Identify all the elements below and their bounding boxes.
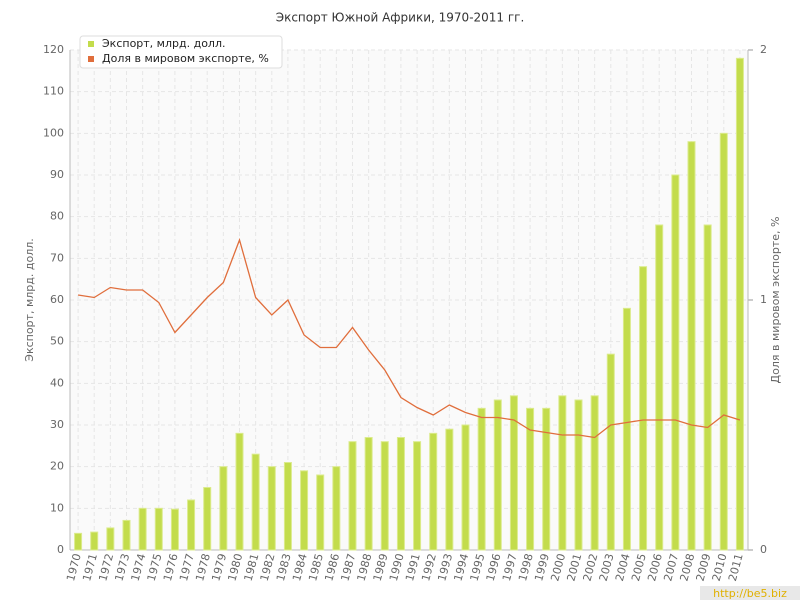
y2-tick-label: 1 bbox=[760, 293, 767, 306]
bar bbox=[606, 353, 615, 551]
line bbox=[77, 237, 741, 439]
y-tick-label: 0 bbox=[57, 543, 64, 556]
bar bbox=[639, 266, 648, 551]
bar bbox=[235, 432, 244, 551]
y-tick-label: 20 bbox=[50, 460, 64, 473]
bar bbox=[526, 407, 535, 551]
bar bbox=[558, 395, 567, 551]
bar bbox=[219, 466, 228, 551]
y-tick-label: 70 bbox=[50, 251, 64, 264]
y-axis-label: Экспорт, млрд. долл. bbox=[23, 238, 36, 361]
y2-tick-label: 2 bbox=[760, 43, 767, 56]
watermark-bg bbox=[700, 586, 800, 600]
y-tick-label: 50 bbox=[50, 335, 64, 348]
bar bbox=[687, 141, 696, 551]
bar bbox=[122, 519, 131, 551]
bar bbox=[380, 441, 389, 551]
bar bbox=[251, 453, 260, 551]
bar bbox=[187, 499, 196, 551]
bar bbox=[138, 507, 147, 551]
bar bbox=[477, 407, 486, 551]
bar bbox=[461, 424, 470, 551]
bar bbox=[332, 466, 341, 551]
bar bbox=[413, 441, 422, 551]
bar bbox=[90, 531, 99, 551]
bar bbox=[106, 527, 115, 551]
bar bbox=[542, 407, 551, 551]
bar bbox=[203, 487, 212, 551]
y-tick-label: 100 bbox=[43, 126, 64, 139]
bar bbox=[719, 132, 728, 551]
y2-axis-label: Доля в мировом экспорте, % bbox=[769, 217, 782, 384]
bar bbox=[622, 307, 631, 551]
y-tick-label: 60 bbox=[50, 293, 64, 306]
legend-label: Экспорт, млрд. долл. bbox=[102, 37, 225, 50]
bar bbox=[574, 399, 583, 551]
bar bbox=[348, 441, 357, 551]
bar bbox=[396, 437, 405, 551]
watermark: http://be5.biz bbox=[713, 587, 787, 600]
legend-swatch bbox=[88, 41, 94, 47]
bar bbox=[590, 395, 599, 551]
y-tick-label: 30 bbox=[50, 418, 64, 431]
bar bbox=[429, 432, 438, 551]
bar bbox=[493, 399, 502, 551]
y2-tick-label: 0 bbox=[760, 543, 767, 556]
y-tick-label: 90 bbox=[50, 168, 64, 181]
bar bbox=[655, 224, 664, 551]
bar bbox=[509, 395, 518, 551]
bar bbox=[283, 462, 292, 551]
legend-label: Доля в мировом экспорте, % bbox=[102, 52, 269, 65]
bar bbox=[316, 474, 325, 551]
bar bbox=[735, 57, 744, 551]
y-tick-label: 80 bbox=[50, 210, 64, 223]
bar bbox=[170, 508, 179, 551]
bar bbox=[154, 507, 163, 551]
bar bbox=[74, 532, 83, 551]
bar bbox=[703, 224, 712, 551]
y-tick-label: 120 bbox=[43, 43, 64, 56]
legend-box bbox=[79, 35, 283, 69]
bar bbox=[267, 466, 276, 551]
y-tick-label: 40 bbox=[50, 376, 64, 389]
bar bbox=[445, 428, 454, 551]
y-tick-label: 10 bbox=[50, 501, 64, 514]
bar bbox=[300, 470, 309, 551]
bar bbox=[364, 437, 373, 551]
y-tick-label: 110 bbox=[43, 85, 64, 98]
legend-swatch bbox=[88, 56, 94, 62]
chart-title: Экспорт Южной Африки, 1970-2011 гг. bbox=[276, 11, 525, 25]
bar bbox=[671, 174, 680, 551]
